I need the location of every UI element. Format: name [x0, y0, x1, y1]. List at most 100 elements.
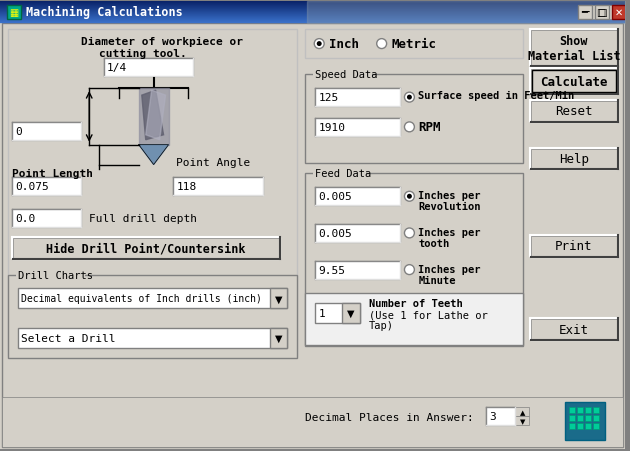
Bar — [595, 6, 609, 20]
Text: Tap): Tap) — [369, 321, 394, 331]
Bar — [12, 210, 81, 227]
Text: Help: Help — [559, 153, 589, 166]
Text: Print: Print — [555, 240, 593, 253]
Text: ▲: ▲ — [520, 409, 525, 415]
Bar — [306, 174, 524, 346]
Bar — [12, 123, 81, 140]
Text: RPM: RPM — [418, 121, 441, 133]
Bar — [531, 102, 617, 122]
Bar — [530, 101, 617, 123]
Polygon shape — [139, 145, 168, 165]
Bar — [173, 178, 263, 196]
Text: Speed Data: Speed Data — [315, 70, 378, 80]
Text: Feed Data: Feed Data — [315, 169, 372, 179]
Text: Surface speed in Feet/Min: Surface speed in Feet/Min — [418, 91, 575, 101]
Text: ▦: ▦ — [9, 8, 18, 18]
Bar — [315, 225, 399, 242]
Text: 1: 1 — [318, 308, 325, 318]
Bar — [531, 319, 617, 339]
Text: Minute: Minute — [418, 275, 456, 285]
Bar — [486, 408, 515, 425]
Bar — [593, 415, 598, 421]
Bar — [315, 261, 399, 279]
Text: Inch: Inch — [329, 37, 359, 51]
Text: Exit: Exit — [559, 323, 589, 336]
Bar — [270, 328, 287, 348]
Bar — [12, 178, 81, 196]
Bar — [577, 423, 583, 429]
Bar — [530, 148, 617, 170]
Text: 1910: 1910 — [318, 123, 345, 133]
Bar — [315, 225, 399, 242]
Bar — [565, 403, 605, 440]
Text: tooth: tooth — [418, 239, 450, 249]
Text: Reset: Reset — [555, 105, 593, 118]
Text: Inches per: Inches per — [418, 191, 481, 201]
Bar — [13, 239, 278, 258]
Text: 1/4: 1/4 — [107, 63, 127, 73]
Bar — [306, 30, 524, 60]
Text: Metric: Metric — [392, 37, 437, 51]
Text: Show
Material List: Show Material List — [528, 34, 621, 62]
Text: □: □ — [597, 8, 607, 18]
Text: 0.005: 0.005 — [318, 192, 352, 202]
Text: 125: 125 — [318, 93, 338, 103]
Bar — [585, 408, 591, 414]
Bar — [515, 408, 529, 416]
Circle shape — [317, 42, 322, 47]
Circle shape — [404, 192, 415, 202]
Circle shape — [404, 123, 415, 133]
Text: □: □ — [596, 8, 605, 18]
Text: ─: ─ — [581, 8, 587, 18]
Text: ▼: ▼ — [275, 294, 282, 304]
Bar — [584, 6, 598, 20]
Bar — [486, 408, 515, 425]
Bar — [12, 123, 81, 140]
Circle shape — [404, 229, 415, 239]
Bar — [315, 188, 399, 206]
Text: Inches per: Inches per — [418, 264, 481, 274]
Bar — [315, 119, 399, 137]
Bar — [315, 188, 399, 206]
Bar — [593, 423, 598, 429]
Text: Diameter of workpiece or: Diameter of workpiece or — [81, 37, 243, 46]
Bar — [12, 178, 81, 196]
Text: Machining Calculations: Machining Calculations — [26, 6, 183, 19]
Text: ─: ─ — [581, 6, 588, 19]
Circle shape — [407, 96, 412, 101]
Text: 118: 118 — [176, 182, 197, 192]
Bar — [569, 408, 575, 414]
Bar — [532, 71, 616, 93]
Text: (Use 1 for Lathe or: (Use 1 for Lathe or — [369, 309, 488, 320]
Text: Decimal Places in Answer:: Decimal Places in Answer: — [306, 413, 474, 423]
Circle shape — [404, 93, 415, 103]
Bar — [8, 30, 297, 356]
Bar — [530, 235, 617, 257]
Text: cutting tool.: cutting tool. — [99, 48, 187, 59]
Text: 0: 0 — [15, 127, 21, 137]
Bar — [585, 423, 591, 429]
Bar — [270, 289, 287, 308]
Bar — [531, 70, 617, 94]
Bar — [578, 6, 592, 20]
Bar — [313, 168, 366, 180]
Bar — [7, 6, 21, 20]
Bar — [577, 408, 583, 414]
Bar — [104, 60, 193, 77]
Bar — [601, 6, 615, 20]
Text: Hide Drill Point/Countersink: Hide Drill Point/Countersink — [46, 242, 246, 255]
Bar — [315, 89, 399, 107]
Text: 0.075: 0.075 — [15, 182, 49, 192]
Bar — [18, 289, 287, 308]
Bar — [104, 60, 193, 77]
Text: Select a Drill: Select a Drill — [21, 333, 115, 343]
Bar — [593, 408, 598, 414]
Bar — [530, 30, 617, 67]
Bar — [315, 119, 399, 137]
Bar — [612, 6, 626, 20]
Circle shape — [377, 40, 387, 50]
Bar — [569, 415, 575, 421]
Bar — [530, 318, 617, 340]
Text: Decimal equivalents of Inch drills (inch): Decimal equivalents of Inch drills (inch… — [21, 294, 261, 304]
Circle shape — [407, 194, 412, 199]
